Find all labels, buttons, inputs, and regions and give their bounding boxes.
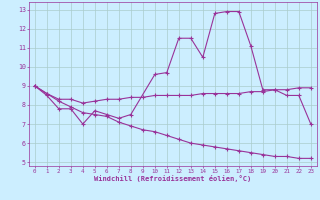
X-axis label: Windchill (Refroidissement éolien,°C): Windchill (Refroidissement éolien,°C): [94, 175, 252, 182]
